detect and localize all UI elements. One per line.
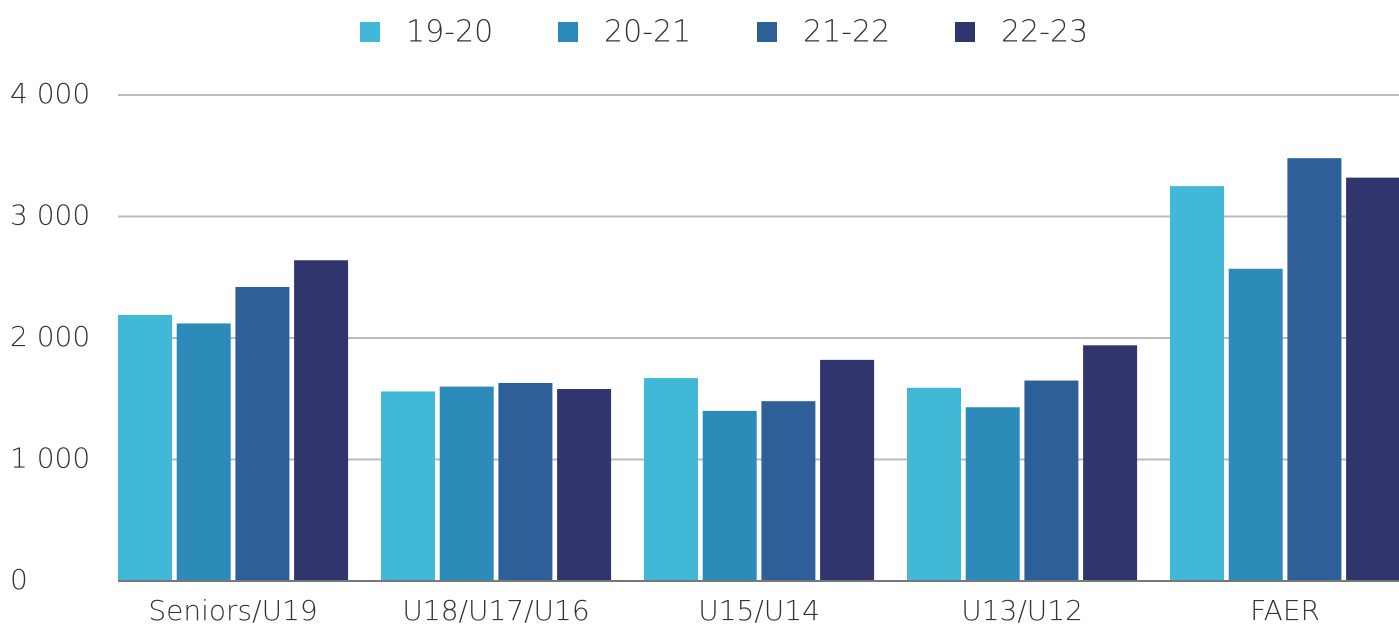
bar [176, 323, 231, 581]
bar [498, 382, 553, 581]
bar [381, 391, 435, 581]
bar [1228, 268, 1283, 581]
bar [702, 410, 757, 581]
legend-swatch [757, 22, 777, 42]
legend-swatch [955, 22, 975, 42]
legend-label: 22-23 [1001, 15, 1088, 50]
bar [439, 386, 494, 581]
legend-label: 19-20 [406, 15, 493, 50]
bar [118, 314, 172, 581]
bar [1287, 158, 1342, 581]
bar [820, 359, 875, 581]
y-tick-label: 1 000 [10, 442, 90, 475]
x-tick-label: Seniors/U19 [148, 594, 317, 627]
y-tick-label: 0 [10, 563, 28, 596]
bar [1170, 186, 1224, 581]
bar [965, 407, 1020, 581]
x-tick-label: U18/U17/U16 [402, 594, 589, 627]
legend-label: 21-22 [803, 15, 890, 50]
bar [1024, 380, 1079, 581]
legend-label: 20-21 [604, 15, 691, 50]
legend-swatch [558, 22, 578, 42]
bar [644, 378, 698, 581]
bar [761, 401, 816, 581]
bar [235, 286, 290, 581]
y-tick-label: 2 000 [10, 320, 90, 353]
bar [557, 389, 612, 581]
legend-swatch [360, 22, 380, 42]
bar [294, 260, 349, 581]
bar [907, 387, 961, 581]
bar [1083, 345, 1138, 581]
x-tick-label: FAER [1250, 594, 1320, 627]
y-tick-label: 3 000 [10, 199, 90, 232]
x-tick-label: U15/U14 [698, 594, 820, 627]
y-tick-label: 4 000 [10, 77, 90, 110]
x-tick-label: U13/U12 [961, 594, 1083, 627]
bar [1346, 177, 1399, 581]
